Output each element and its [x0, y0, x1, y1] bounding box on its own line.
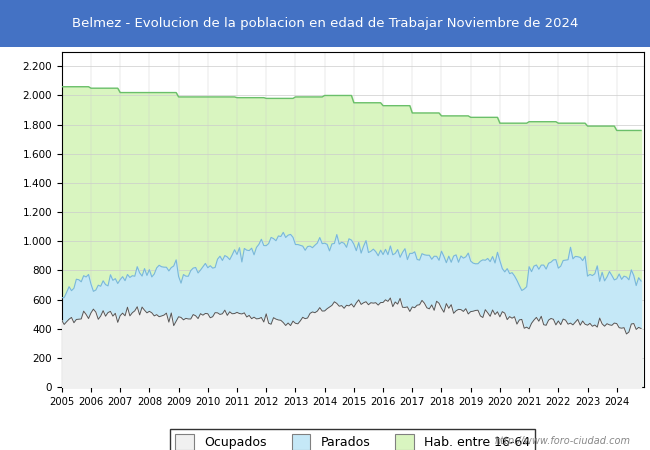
Text: Belmez - Evolucion de la poblacion en edad de Trabajar Noviembre de 2024: Belmez - Evolucion de la poblacion en ed… — [72, 17, 578, 30]
Legend: Ocupados, Parados, Hab. entre 16-64: Ocupados, Parados, Hab. entre 16-64 — [170, 429, 535, 450]
Text: http://www.foro-ciudad.com: http://www.foro-ciudad.com — [495, 436, 630, 446]
